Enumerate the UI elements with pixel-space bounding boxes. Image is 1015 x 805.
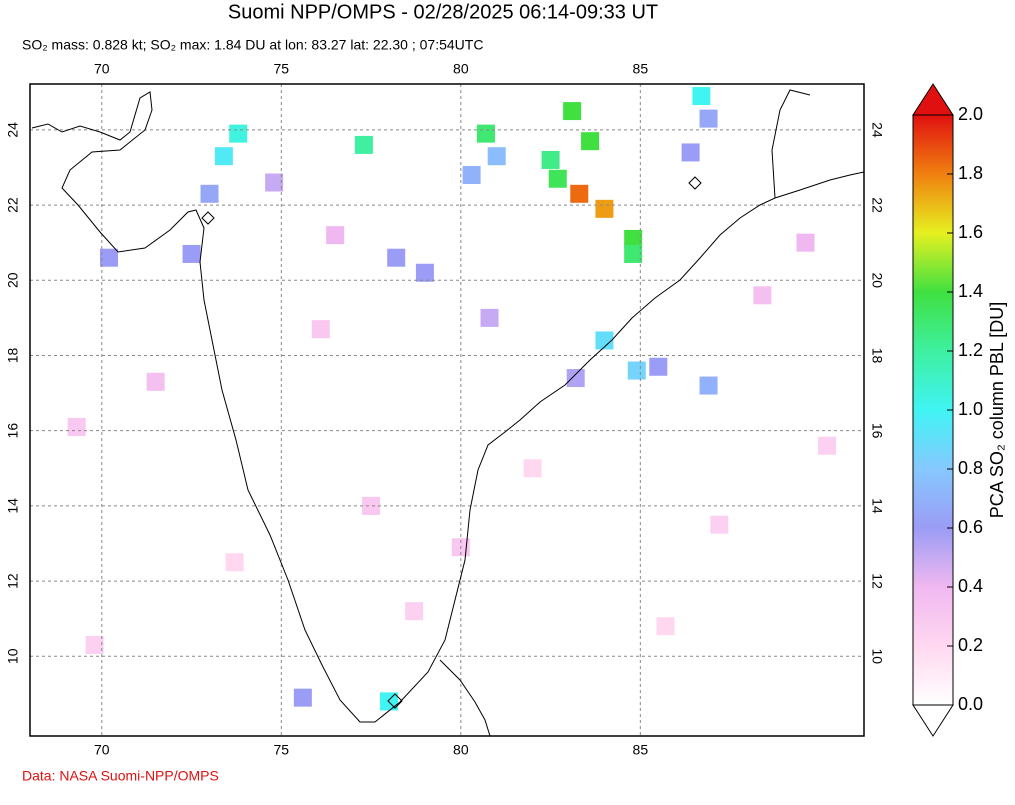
so2-cell (649, 357, 668, 376)
so2-cell (656, 617, 675, 636)
so2-cell (699, 376, 718, 395)
lat-tick-label-left: 12 (5, 573, 21, 589)
so2-cell (581, 132, 600, 151)
so2-cell (563, 102, 582, 121)
so2-cell (99, 248, 118, 267)
colorbar (912, 114, 954, 706)
colorbar-tick-label: 0.4 (958, 576, 983, 596)
so2-cell (548, 169, 567, 188)
colorbar-tick-label: 1.4 (958, 281, 983, 301)
so2-cell (566, 369, 585, 388)
map-frame (29, 83, 865, 737)
markers (201, 176, 702, 709)
lat-tick-label-right: 14 (869, 498, 885, 514)
so2-cell (480, 308, 499, 327)
lon-tick-label-bottom: 85 (633, 742, 649, 758)
lat-tick-label-right: 18 (869, 348, 885, 364)
so2-cell (182, 244, 201, 263)
so2-cell (753, 286, 772, 305)
colorbar-tick-label: 0.8 (958, 458, 983, 478)
so2-cell (326, 226, 345, 245)
colorbar-tick-label: 1.2 (958, 340, 983, 360)
so2-cell (796, 233, 815, 252)
lat-tick-label-right: 16 (869, 423, 885, 439)
so2-cell (681, 143, 700, 162)
lon-tick-label-top: 85 (633, 61, 649, 77)
colorbar-tick-label: 0.6 (958, 517, 983, 537)
so2-cell (627, 361, 646, 380)
lon-tick-label-bottom: 80 (453, 742, 469, 758)
so2-cell (595, 199, 614, 218)
so2-cell (311, 320, 330, 339)
so2-cell (710, 515, 729, 534)
lon-tick-label-top: 75 (274, 61, 290, 77)
lat-tick-label-left: 22 (5, 197, 21, 213)
lat-tick-label-right: 22 (869, 197, 885, 213)
so2-cell (387, 248, 406, 267)
so2-cell (200, 184, 219, 203)
so2-cell (229, 124, 248, 143)
colorbar-tick-label: 0.2 (958, 635, 983, 655)
title: Suomi NPP/OMPS - 02/28/2025 06:14-09:33 … (228, 1, 658, 23)
colorbar-tick-label: 1.0 (958, 399, 983, 419)
lat-tick-label-right: 20 (869, 272, 885, 288)
so2-cell (214, 147, 233, 166)
so2-cell (354, 135, 373, 154)
so2-cell (85, 636, 104, 655)
lat-tick-label-right: 24 (869, 122, 885, 138)
lat-tick-label-left: 16 (5, 423, 21, 439)
lon-tick-label-bottom: 75 (274, 742, 290, 758)
so2-cell (699, 109, 718, 128)
so2-cell (293, 688, 312, 707)
lat-tick-label-right: 10 (869, 648, 885, 664)
so2-cell (595, 331, 614, 350)
lat-tick-label-left: 10 (5, 648, 21, 664)
so2-cell (624, 244, 643, 263)
lon-tick-label-top: 70 (94, 61, 110, 77)
so2-cell (818, 436, 837, 455)
coastline (31, 89, 864, 736)
so2-cell (225, 553, 244, 572)
so2-cell (265, 173, 284, 192)
lat-tick-label-right: 12 (869, 573, 885, 589)
so2-cell (541, 150, 560, 169)
so2-cell (624, 229, 643, 248)
so2-cell (692, 87, 711, 106)
so2-cell (487, 147, 506, 166)
subtitle: SO₂ mass: 0.828 kt; SO₂ max: 1.84 DU at … (22, 37, 483, 53)
so2-cell (146, 372, 165, 391)
map-background (30, 84, 864, 736)
colorbar-tick-label: 2.0 (958, 104, 983, 124)
so2-cell (462, 165, 481, 184)
colorbar-tick-label: 0.0 (958, 694, 983, 714)
colorbar-max-arrow (912, 83, 954, 116)
colorbar-label: PCA SO₂ column PBL [DU] (987, 302, 1007, 518)
cell-layer (67, 87, 837, 711)
lon-tick-label-bottom: 70 (94, 742, 110, 758)
so2-cell (67, 417, 86, 436)
so2-cell (362, 496, 381, 515)
so2-cell (570, 184, 589, 203)
so2-cell (523, 459, 542, 478)
colorbar-tick-label: 1.8 (958, 163, 983, 183)
lon-tick-label-top: 80 (453, 61, 469, 77)
lat-tick-label-left: 24 (5, 122, 21, 138)
grid-layer (30, 84, 864, 736)
credit: Data: NASA Suomi-NPP/OMPS (22, 768, 219, 784)
colorbar-min-arrow (912, 704, 954, 737)
so2-cell (415, 263, 434, 282)
colorbar-tick-label: 1.6 (958, 222, 983, 242)
lat-tick-label-left: 18 (5, 347, 21, 363)
lat-tick-label-left: 14 (5, 498, 21, 514)
lat-tick-label-left: 20 (5, 272, 21, 288)
so2-cell (405, 602, 424, 621)
so2-cell (476, 124, 495, 143)
